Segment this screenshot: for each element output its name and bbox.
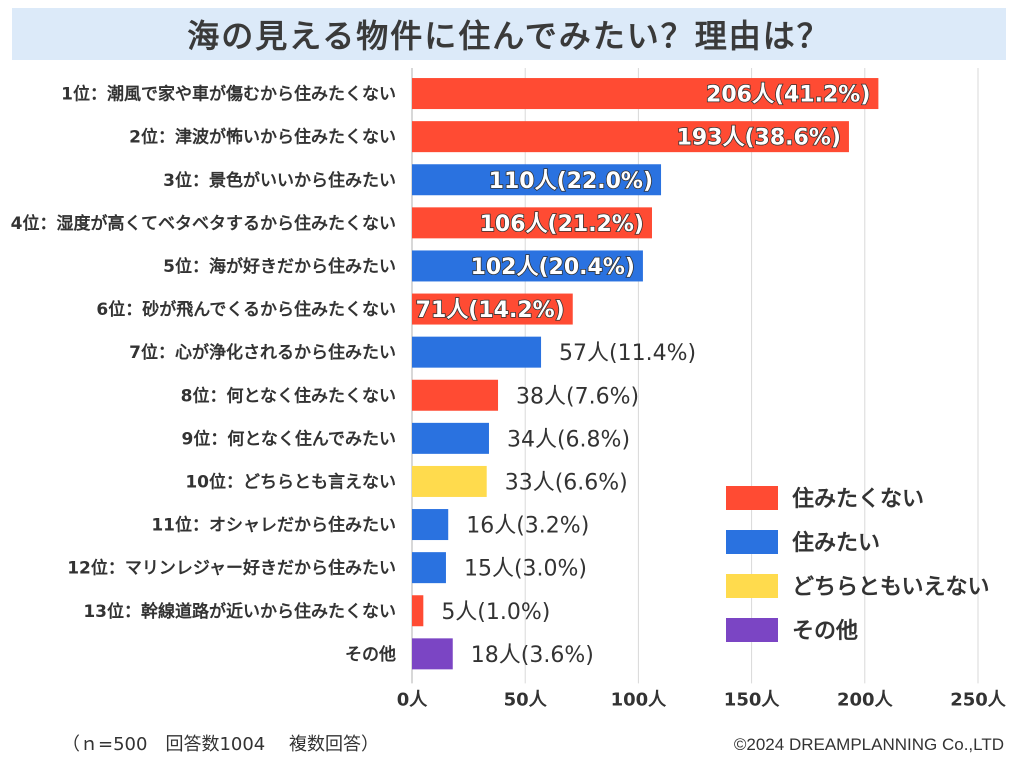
category-label: 7位：心が浄化されるから住みたい (129, 342, 396, 363)
x-tick-label: 0人 (397, 689, 429, 710)
data-label: 16人(3.2%) (466, 514, 589, 539)
bar (412, 207, 652, 239)
title-bar: 海の見える物件に住んでみたい？理由は？ (12, 8, 1006, 60)
data-label: 102人(20.4%) (471, 255, 635, 280)
bar (412, 465, 487, 497)
category-label: 6位：砂が飛んでくるから住みたくない (96, 299, 396, 320)
data-label: 106人(21.2%) (480, 212, 644, 237)
data-label: 206人(41.2%) (706, 83, 870, 108)
data-label: 110人(22.0%) (489, 169, 653, 194)
bar (412, 595, 424, 627)
data-label: 18人(3.6%) (471, 643, 594, 668)
x-tick-label: 50人 (504, 689, 548, 710)
chart-title: 海の見える物件に住んでみたい？理由は？ (187, 17, 831, 55)
category-label: 3位：景色がいいから住みたい (163, 170, 396, 191)
bar (412, 250, 643, 282)
bar (412, 379, 499, 411)
bar (412, 509, 449, 541)
legend-swatch (726, 486, 778, 510)
bar (412, 422, 489, 454)
bar (412, 164, 662, 196)
x-tick-label: 150人 (724, 689, 781, 710)
category-label: 2位：津波が怖いから住みたくない (129, 127, 396, 148)
bar (412, 121, 849, 153)
category-label: 9位：何となく住んでみたい (182, 428, 396, 449)
legend-label: その他 (792, 619, 858, 644)
copyright-notice: ©2024 DREAMPLANNING Co.,LTD (733, 735, 1004, 754)
bar (412, 638, 453, 670)
data-label: 34人(6.8%) (507, 427, 630, 452)
bar (412, 293, 573, 325)
x-tick-label: 250人 (950, 689, 1007, 710)
legend-swatch (726, 574, 778, 598)
x-tick-label: 100人 (611, 689, 668, 710)
category-label: 13位：幹線道路が近いから住みたくない (83, 601, 396, 622)
data-label: 15人(3.0%) (464, 557, 587, 582)
category-label: 4位：湿度が高くてベタベタするから住みたくない (11, 213, 396, 234)
sample-size-note: （ｎ=500 回答数1004 複数回答） (62, 734, 379, 755)
legend-label: どちらともいえない (792, 575, 990, 600)
category-label: 1位：潮風で家や車が傷むから住みたくない (61, 84, 396, 105)
data-label: 71人(14.2%) (416, 298, 565, 323)
category-label: その他 (345, 644, 396, 665)
x-tick-label: 200人 (837, 689, 894, 710)
category-label: 10位：どちらとも言えない (185, 471, 396, 492)
data-label: 38人(7.6%) (516, 384, 639, 409)
category-label: 5位：海が好きだから住みたい (163, 256, 396, 277)
data-label: 193人(38.6%) (677, 126, 841, 151)
data-label: 57人(11.4%) (559, 341, 696, 366)
bar (412, 552, 446, 584)
category-label: 11位：オシャレだから住みたい (151, 515, 396, 536)
legend-label: 住みたくない (792, 486, 924, 512)
bar (412, 336, 542, 368)
category-label: 12位：マリンレジャー好きだから住みたい (67, 558, 396, 579)
legend-swatch (726, 530, 778, 554)
legend-swatch (726, 618, 778, 642)
category-label: 8位：何となく住みたくない (181, 385, 396, 406)
bar (412, 78, 879, 110)
data-label: 5人(1.0%) (441, 600, 550, 625)
data-label: 33人(6.6%) (505, 470, 628, 495)
legend-label: 住みたい (792, 530, 880, 556)
